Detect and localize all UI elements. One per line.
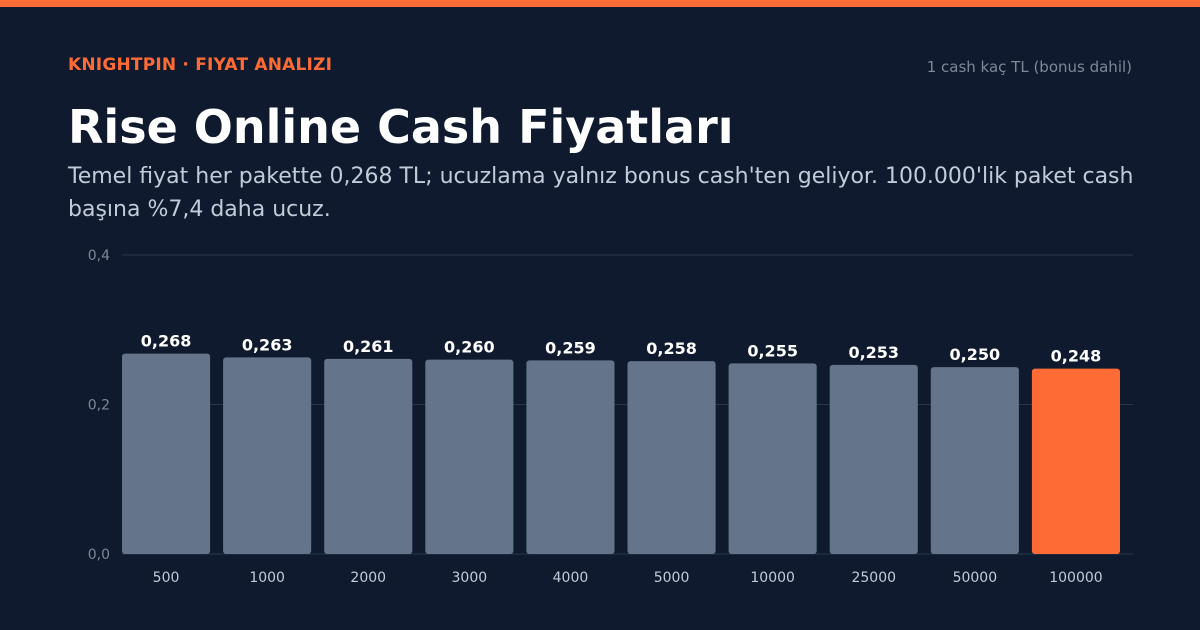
x-tick-label: 500: [153, 570, 180, 586]
x-tick-label: 25000: [851, 570, 896, 586]
bar-value-label: 0,258: [646, 339, 697, 358]
unit-note: 1 cash kaç TL (bonus dahil): [926, 58, 1132, 76]
x-tick-label: 1000: [249, 570, 285, 586]
bar: [627, 361, 716, 554]
y-tick-label: 0,2: [88, 398, 110, 414]
bar-value-label: 0,259: [545, 338, 596, 357]
bar: [425, 359, 514, 554]
brand-label: KNIGHTPIN · FIYAT ANALIZI: [68, 55, 333, 75]
chart-title: Rise Online Cash Fiyatları: [68, 100, 734, 154]
top-accent-bar: [0, 0, 1200, 7]
bar: [122, 353, 211, 554]
bar-value-label: 0,263: [242, 335, 293, 354]
x-tick-label: 10000: [750, 570, 795, 586]
bar-value-label: 0,255: [747, 341, 798, 360]
bar-value-label: 0,261: [343, 337, 394, 356]
x-tick-label: 100000: [1049, 570, 1102, 586]
bar-value-label: 0,248: [1051, 347, 1102, 366]
y-tick-label: 0,0: [88, 547, 110, 563]
bar: [324, 358, 413, 554]
bar: [728, 363, 817, 554]
chart-subtitle: Temel fiyat her pakette 0,268 TL; ucuzla…: [68, 164, 1134, 222]
bar: [1031, 368, 1120, 554]
x-tick-label: 4000: [553, 570, 589, 586]
bar-value-label: 0,260: [444, 338, 495, 357]
bar: [930, 367, 1019, 554]
bar-value-label: 0,268: [141, 332, 192, 351]
x-tick-label: 2000: [350, 570, 386, 586]
x-tick-label: 5000: [654, 570, 690, 586]
x-tick-label: 3000: [452, 570, 488, 586]
bar-value-label: 0,250: [950, 345, 1001, 364]
bar-value-label: 0,253: [848, 343, 899, 362]
bar: [829, 364, 918, 554]
y-tick-label: 0,4: [88, 248, 110, 264]
x-tick-label: 50000: [953, 570, 998, 586]
bar: [526, 360, 615, 554]
bar: [223, 357, 312, 554]
